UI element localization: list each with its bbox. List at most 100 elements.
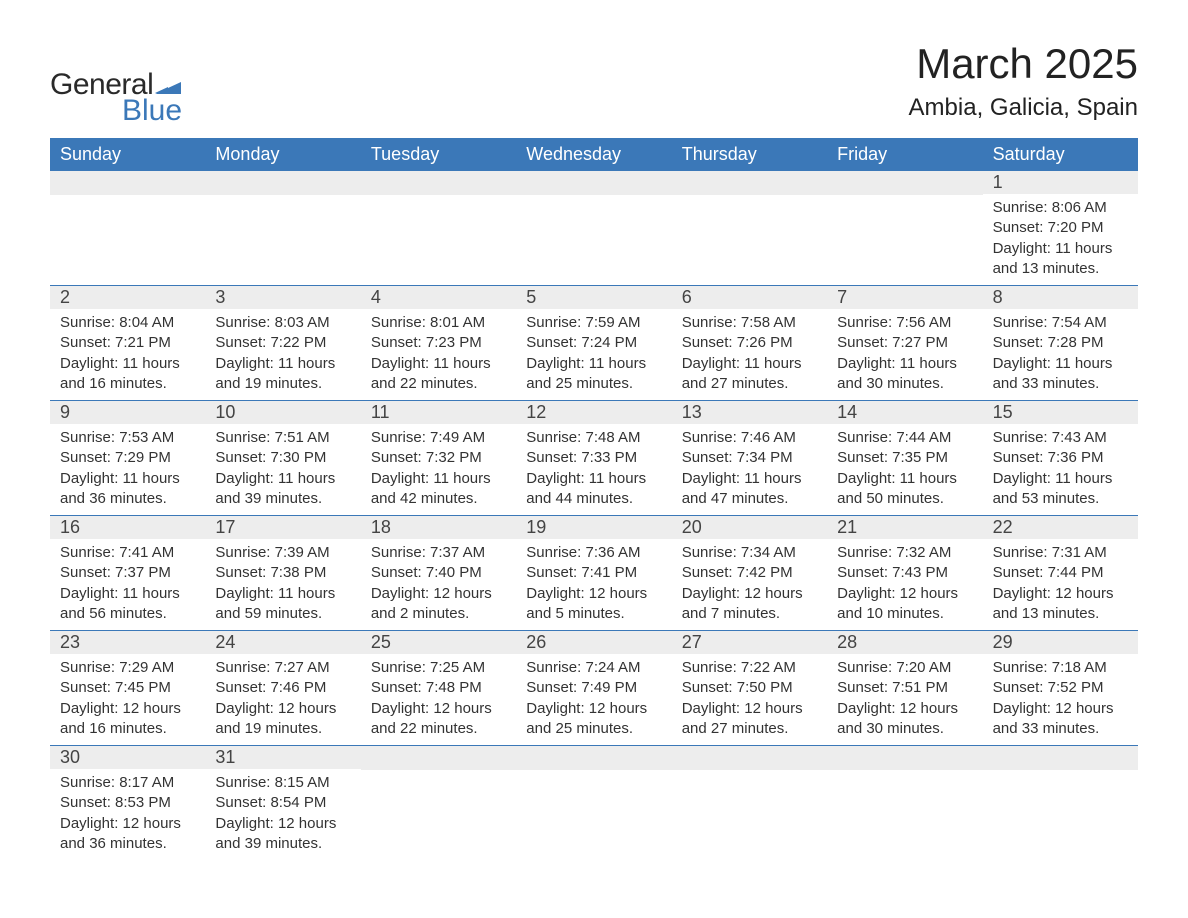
day-body bbox=[672, 195, 827, 205]
sunrise-line: Sunrise: 7:24 AM bbox=[526, 658, 661, 678]
week-row: 9Sunrise: 7:53 AMSunset: 7:29 PMDaylight… bbox=[50, 401, 1138, 516]
title-block: March 2025 Ambia, Galicia, Spain bbox=[909, 40, 1138, 122]
daylight-line: Daylight: 11 hours and 47 minutes. bbox=[682, 469, 817, 510]
daylight-line: Daylight: 11 hours and 19 minutes. bbox=[215, 354, 350, 395]
sunrise-line: Sunrise: 7:41 AM bbox=[60, 543, 195, 563]
sunrise-line: Sunrise: 7:43 AM bbox=[993, 428, 1128, 448]
sunrise-line: Sunrise: 7:59 AM bbox=[526, 313, 661, 333]
sunset-line: Sunset: 7:29 PM bbox=[60, 448, 195, 468]
daylight-line: Daylight: 12 hours and 5 minutes. bbox=[526, 584, 661, 625]
week-row: 1Sunrise: 8:06 AMSunset: 7:20 PMDaylight… bbox=[50, 171, 1138, 286]
day-cell: 20Sunrise: 7:34 AMSunset: 7:42 PMDayligh… bbox=[672, 516, 827, 630]
day-number bbox=[983, 746, 1138, 770]
daylight-line: Daylight: 11 hours and 25 minutes. bbox=[526, 354, 661, 395]
day-number: 28 bbox=[827, 631, 982, 654]
day-body: Sunrise: 7:54 AMSunset: 7:28 PMDaylight:… bbox=[983, 309, 1138, 400]
sunset-line: Sunset: 7:51 PM bbox=[837, 678, 972, 698]
day-cell: 12Sunrise: 7:48 AMSunset: 7:33 PMDayligh… bbox=[516, 401, 671, 515]
sunrise-line: Sunrise: 7:27 AM bbox=[215, 658, 350, 678]
day-number: 17 bbox=[205, 516, 360, 539]
day-number: 15 bbox=[983, 401, 1138, 424]
daylight-line: Daylight: 11 hours and 13 minutes. bbox=[993, 239, 1128, 280]
sunrise-line: Sunrise: 8:04 AM bbox=[60, 313, 195, 333]
day-cell: 3Sunrise: 8:03 AMSunset: 7:22 PMDaylight… bbox=[205, 286, 360, 400]
day-cell bbox=[672, 171, 827, 285]
sunrise-line: Sunrise: 8:03 AM bbox=[215, 313, 350, 333]
sunrise-line: Sunrise: 7:20 AM bbox=[837, 658, 972, 678]
sunset-line: Sunset: 7:34 PM bbox=[682, 448, 817, 468]
day-cell: 5Sunrise: 7:59 AMSunset: 7:24 PMDaylight… bbox=[516, 286, 671, 400]
sunrise-line: Sunrise: 7:51 AM bbox=[215, 428, 350, 448]
day-cell bbox=[516, 746, 671, 860]
day-number: 1 bbox=[983, 171, 1138, 194]
sunset-line: Sunset: 7:28 PM bbox=[993, 333, 1128, 353]
day-cell: 4Sunrise: 8:01 AMSunset: 7:23 PMDaylight… bbox=[361, 286, 516, 400]
day-body: Sunrise: 7:18 AMSunset: 7:52 PMDaylight:… bbox=[983, 654, 1138, 745]
day-body: Sunrise: 7:20 AMSunset: 7:51 PMDaylight:… bbox=[827, 654, 982, 745]
sunrise-line: Sunrise: 8:01 AM bbox=[371, 313, 506, 333]
sunset-line: Sunset: 7:40 PM bbox=[371, 563, 506, 583]
day-number bbox=[361, 746, 516, 770]
day-body: Sunrise: 7:58 AMSunset: 7:26 PMDaylight:… bbox=[672, 309, 827, 400]
sunset-line: Sunset: 8:53 PM bbox=[60, 793, 195, 813]
sunset-line: Sunset: 7:49 PM bbox=[526, 678, 661, 698]
day-cell bbox=[361, 171, 516, 285]
day-body: Sunrise: 8:17 AMSunset: 8:53 PMDaylight:… bbox=[50, 769, 205, 860]
sunrise-line: Sunrise: 7:25 AM bbox=[371, 658, 506, 678]
weekday-header: Wednesday bbox=[516, 138, 671, 171]
sunset-line: Sunset: 7:22 PM bbox=[215, 333, 350, 353]
sunset-line: Sunset: 7:45 PM bbox=[60, 678, 195, 698]
day-cell: 16Sunrise: 7:41 AMSunset: 7:37 PMDayligh… bbox=[50, 516, 205, 630]
daylight-line: Daylight: 12 hours and 16 minutes. bbox=[60, 699, 195, 740]
day-number: 8 bbox=[983, 286, 1138, 309]
day-number: 10 bbox=[205, 401, 360, 424]
day-number: 31 bbox=[205, 746, 360, 769]
day-cell: 31Sunrise: 8:15 AMSunset: 8:54 PMDayligh… bbox=[205, 746, 360, 860]
day-cell: 13Sunrise: 7:46 AMSunset: 7:34 PMDayligh… bbox=[672, 401, 827, 515]
day-number bbox=[361, 171, 516, 195]
day-number: 24 bbox=[205, 631, 360, 654]
sunrise-line: Sunrise: 7:49 AM bbox=[371, 428, 506, 448]
day-number: 11 bbox=[361, 401, 516, 424]
day-body bbox=[361, 770, 516, 780]
day-number bbox=[516, 746, 671, 770]
daylight-line: Daylight: 11 hours and 59 minutes. bbox=[215, 584, 350, 625]
day-cell: 1Sunrise: 8:06 AMSunset: 7:20 PMDaylight… bbox=[983, 171, 1138, 285]
sunrise-line: Sunrise: 7:22 AM bbox=[682, 658, 817, 678]
day-body: Sunrise: 8:04 AMSunset: 7:21 PMDaylight:… bbox=[50, 309, 205, 400]
day-number: 19 bbox=[516, 516, 671, 539]
day-number: 9 bbox=[50, 401, 205, 424]
day-cell: 30Sunrise: 8:17 AMSunset: 8:53 PMDayligh… bbox=[50, 746, 205, 860]
daylight-line: Daylight: 12 hours and 27 minutes. bbox=[682, 699, 817, 740]
daylight-line: Daylight: 11 hours and 36 minutes. bbox=[60, 469, 195, 510]
day-number: 13 bbox=[672, 401, 827, 424]
day-body: Sunrise: 7:39 AMSunset: 7:38 PMDaylight:… bbox=[205, 539, 360, 630]
day-number: 26 bbox=[516, 631, 671, 654]
day-number: 22 bbox=[983, 516, 1138, 539]
day-cell: 21Sunrise: 7:32 AMSunset: 7:43 PMDayligh… bbox=[827, 516, 982, 630]
day-number bbox=[50, 171, 205, 195]
daylight-line: Daylight: 12 hours and 22 minutes. bbox=[371, 699, 506, 740]
day-cell: 9Sunrise: 7:53 AMSunset: 7:29 PMDaylight… bbox=[50, 401, 205, 515]
day-number: 21 bbox=[827, 516, 982, 539]
day-number: 18 bbox=[361, 516, 516, 539]
day-cell: 11Sunrise: 7:49 AMSunset: 7:32 PMDayligh… bbox=[361, 401, 516, 515]
sunset-line: Sunset: 7:33 PM bbox=[526, 448, 661, 468]
daylight-line: Daylight: 11 hours and 39 minutes. bbox=[215, 469, 350, 510]
sunrise-line: Sunrise: 7:31 AM bbox=[993, 543, 1128, 563]
sunrise-line: Sunrise: 7:44 AM bbox=[837, 428, 972, 448]
logo-flag-icon bbox=[155, 76, 181, 94]
daylight-line: Daylight: 12 hours and 39 minutes. bbox=[215, 814, 350, 855]
day-body bbox=[516, 195, 671, 205]
day-number bbox=[672, 171, 827, 195]
day-body: Sunrise: 8:01 AMSunset: 7:23 PMDaylight:… bbox=[361, 309, 516, 400]
day-number: 30 bbox=[50, 746, 205, 769]
day-cell: 18Sunrise: 7:37 AMSunset: 7:40 PMDayligh… bbox=[361, 516, 516, 630]
sunrise-line: Sunrise: 7:58 AM bbox=[682, 313, 817, 333]
sunset-line: Sunset: 7:38 PM bbox=[215, 563, 350, 583]
day-body bbox=[50, 195, 205, 205]
daylight-line: Daylight: 12 hours and 33 minutes. bbox=[993, 699, 1128, 740]
day-cell bbox=[361, 746, 516, 860]
day-cell: 19Sunrise: 7:36 AMSunset: 7:41 PMDayligh… bbox=[516, 516, 671, 630]
month-title: March 2025 bbox=[909, 40, 1138, 88]
